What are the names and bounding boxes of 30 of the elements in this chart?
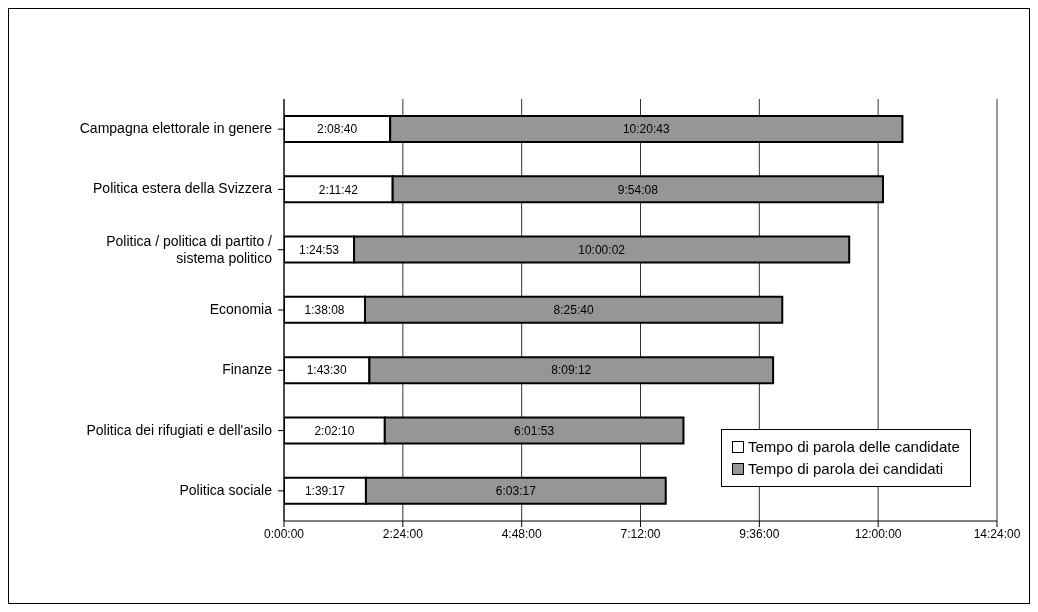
data-label: 8:25:40 (553, 303, 594, 318)
y-tick-label: Politica dei rifugiati e dell'asilo (86, 421, 273, 438)
legend-label: Tempo di parola dei candidati (748, 459, 944, 479)
x-tick-label: 14:24:00 (973, 526, 1021, 541)
y-tick-label: Finanze (222, 360, 273, 377)
data-label: 2:11:42 (318, 182, 359, 197)
data-label: 1:38:08 (304, 303, 345, 318)
data-label: 8:09:12 (551, 363, 592, 378)
data-label: 1:43:30 (306, 363, 348, 378)
legend-label: Tempo di parola delle candidate (748, 437, 960, 457)
y-tick-label: Politica estera della Svizzera (93, 180, 273, 197)
data-label: 10:20:43 (622, 122, 670, 137)
y-tick-label: Politica / politica di partito / sistema politico (106, 232, 273, 266)
data-label: 2:08:40 (317, 122, 358, 137)
x-tick-label: 12:00:00 (854, 526, 902, 541)
data-label: 6:01:53 (514, 423, 555, 438)
y-tick-label: Politica sociale (179, 481, 273, 498)
x-tick-label: 4:48:00 (501, 526, 543, 541)
x-tick-label: 7:12:00 (620, 526, 661, 541)
data-label: 10:00:02 (578, 242, 626, 257)
data-label: 1:24:53 (299, 242, 340, 257)
x-tick-label: 0:00:00 (263, 526, 305, 541)
y-tick-label: Economia (209, 300, 273, 317)
y-tick-label: Campagna elettorale in genere (79, 119, 273, 136)
x-tick-label: 9:36:00 (739, 526, 780, 541)
data-label: 9:54:08 (617, 182, 659, 197)
x-tick-label: 2:24:00 (382, 526, 424, 541)
data-label: 2:02:10 (314, 423, 355, 438)
data-label: 6:03:17 (495, 483, 537, 498)
data-label: 1:39:17 (304, 483, 346, 498)
